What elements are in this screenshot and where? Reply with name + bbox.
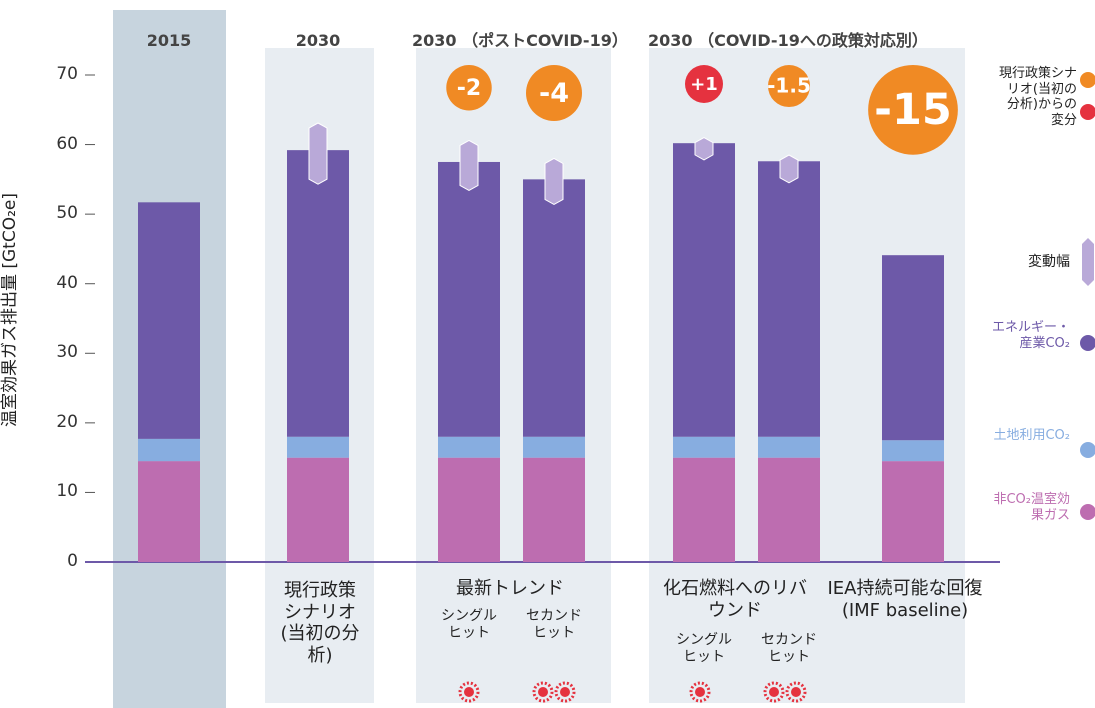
x-tick-label: セカンドヒット — [526, 608, 582, 641]
bar-segment — [758, 161, 820, 437]
bar-segment — [523, 457, 585, 562]
bar-segment — [287, 457, 349, 562]
bar-segment — [438, 457, 500, 562]
bar-segment — [673, 143, 735, 437]
delta-circle — [685, 65, 723, 103]
delta-circle — [446, 65, 492, 111]
group-header: 2030 （COVID-19への政策対応別） — [648, 31, 928, 50]
range-marker — [694, 137, 714, 161]
bar-segment — [438, 161, 500, 437]
virus-icon — [763, 681, 785, 703]
virus-icon — [695, 687, 705, 697]
y-tick-label: 0 — [67, 551, 78, 571]
bar-segment — [758, 457, 820, 562]
y-axis-label: 温室効果ガス排出量 [GtCO₂e] — [0, 192, 20, 428]
legend-dot — [1080, 335, 1095, 351]
x-tick-label: シングルヒット — [676, 632, 732, 665]
y-tick-label: 50 — [56, 203, 78, 224]
delta-label: -4 — [539, 78, 569, 109]
legend-range — [1082, 238, 1094, 286]
legend-label: 非CO₂温室効果ガス — [993, 492, 1070, 523]
delta-label: -1.5 — [767, 74, 811, 98]
bar-segment — [138, 461, 200, 562]
delta-circle — [868, 65, 958, 155]
legend-label: 変動幅 — [1028, 254, 1070, 270]
bar-segment — [673, 457, 735, 562]
legend-label: 土地利用CO₂ — [993, 428, 1070, 443]
legend-dot — [1080, 442, 1095, 458]
y-tick-label: 10 — [56, 481, 78, 502]
y-tick-label: 40 — [56, 272, 78, 293]
range-marker — [308, 122, 328, 185]
group-label: 最新トレンド — [456, 578, 564, 599]
virus-icon — [791, 687, 801, 697]
virus-icon — [554, 681, 576, 703]
bar-segment — [758, 436, 820, 458]
virus-icon — [538, 687, 548, 697]
y-tick-label: 20 — [56, 411, 78, 432]
bar-segment — [523, 179, 585, 437]
virus-icon — [560, 687, 570, 697]
group-label: IEA持続可能な回復(IMF baseline) — [827, 578, 983, 621]
bar-segment — [882, 461, 944, 562]
range-marker — [544, 157, 564, 205]
legend-label: エネルギー・産業CO₂ — [991, 320, 1070, 351]
group-header: 2030 — [295, 31, 341, 50]
y-tick-label: 70 — [56, 64, 78, 84]
delta-circle — [767, 65, 811, 108]
bar-segment — [882, 255, 944, 441]
y-tick-label: 30 — [56, 342, 78, 363]
bar-segment — [287, 150, 349, 437]
range-marker — [779, 154, 799, 184]
legend-dot — [1080, 104, 1095, 120]
bar-segment — [287, 436, 349, 458]
range-marker — [459, 139, 479, 192]
delta-circle — [526, 65, 582, 121]
delta-legend: 現行政策シナリオ(当初の分析)からの変分 — [998, 66, 1077, 128]
virus-icon — [785, 681, 807, 703]
bar-segment — [523, 436, 585, 458]
virus-icon — [532, 681, 554, 703]
y-tick-label: 60 — [56, 133, 78, 154]
legend-dot — [1080, 72, 1095, 88]
delta-label: -2 — [457, 76, 481, 101]
virus-icon — [689, 681, 711, 703]
x-tick-label: シングルヒット — [441, 608, 497, 641]
group-label: 化石燃料へのリバウンド — [663, 578, 807, 621]
virus-icon — [464, 687, 474, 697]
delta-label: +1 — [690, 74, 718, 95]
group-label: 現行政策シナリオ(当初の分析) — [280, 580, 360, 666]
delta-label: -15 — [874, 85, 952, 135]
legend-dot — [1080, 504, 1095, 520]
virus-icon — [769, 687, 779, 697]
bar-segment — [882, 440, 944, 462]
virus-icon — [458, 681, 480, 703]
x-tick-label: セカンドヒット — [761, 632, 817, 665]
bar-segment — [673, 436, 735, 458]
group-header: 2015 — [146, 31, 192, 50]
bar-segment — [438, 436, 500, 458]
bar-segment — [138, 202, 200, 439]
bar-segment — [138, 438, 200, 462]
group-header: 2030 （ポストCOVID-19） — [412, 31, 628, 50]
